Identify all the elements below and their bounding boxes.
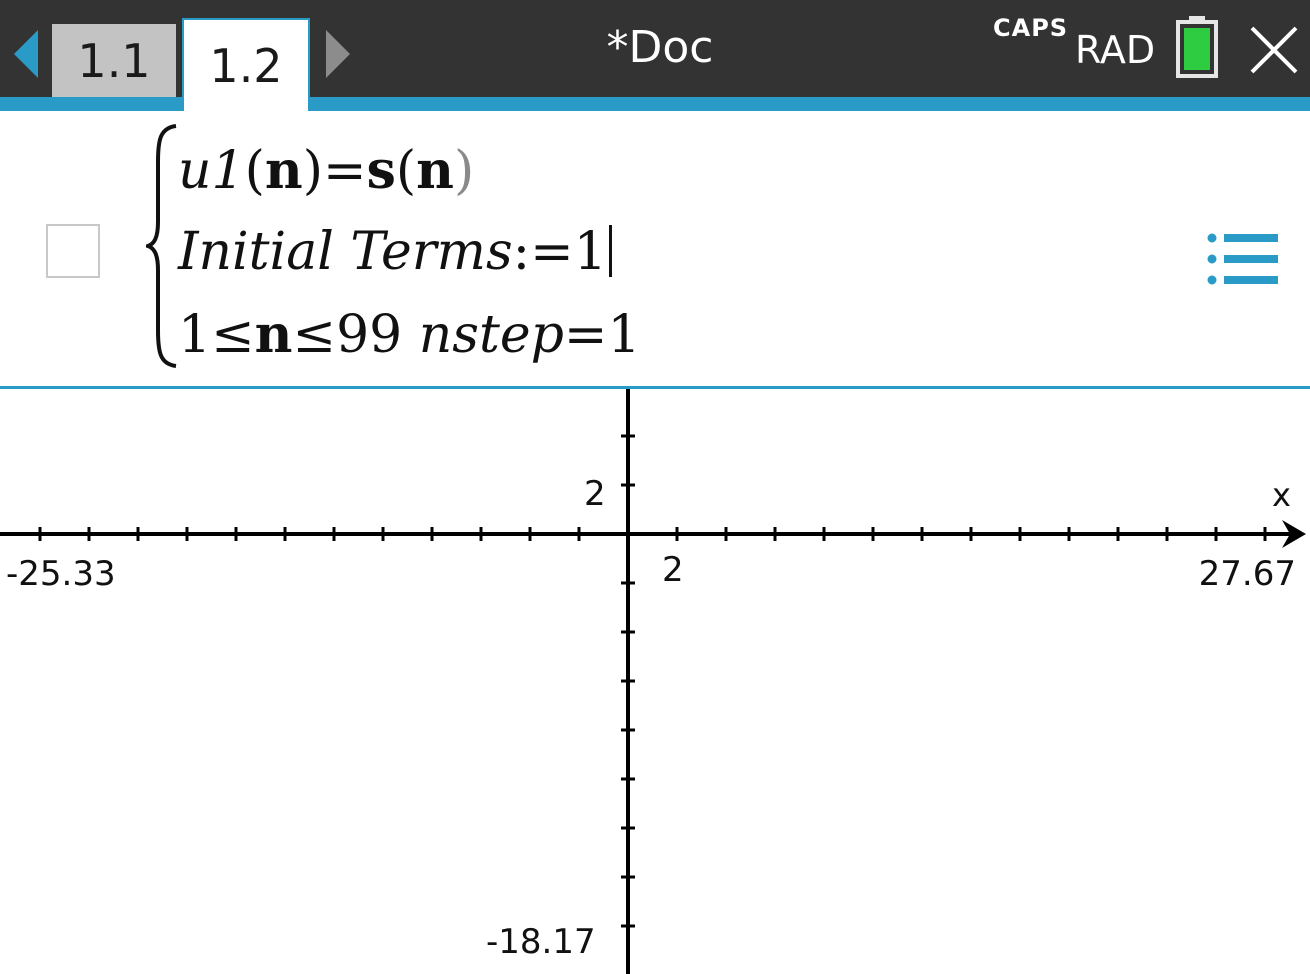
tab-1-1[interactable]: 1.1 [52,24,176,97]
tab-accent-bar [0,97,1310,111]
nstep-label: nstep [418,305,564,365]
plot-visibility-checkbox[interactable] [46,224,100,278]
x-tick-label: 2 [662,550,684,590]
sequence-name: u1 [178,141,245,201]
initial-terms-label: Initial Terms [178,222,513,282]
system-brace [146,124,177,368]
angle-mode-indicator: RAD [1075,28,1156,72]
close-icon[interactable] [1248,24,1300,76]
previous-page-icon[interactable] [14,30,38,78]
list-icon[interactable] [1206,232,1278,286]
entry-divider [0,386,1310,389]
function-name: s [366,140,396,201]
next-page-icon[interactable] [326,30,350,78]
domain-start: 1 [178,305,212,365]
x-axis-name: x [1272,476,1291,514]
nstep-value: 1 [607,305,641,365]
text-cursor [608,225,612,277]
initial-terms-value: 1 [573,222,607,282]
sequence-variable: n [264,140,303,201]
battery-icon [1176,16,1218,78]
graph-area[interactable] [0,389,1310,974]
top-bar: 1.1 1.2 *Doc CAPS RAD [0,0,1310,111]
function-argument: n [416,140,454,201]
sequence-definition[interactable]: u1(n)=s(n) [178,140,475,201]
caps-indicator: CAPS [993,14,1069,42]
domain-end: 99 [336,305,403,365]
domain-variable: n [254,304,293,365]
document-title: *Doc [606,22,714,73]
x-min-label: -25.33 [6,554,116,594]
y-min-label: -18.17 [486,922,596,962]
y-tick-label: 2 [584,474,606,514]
domain-field[interactable]: 1≤n≤99 nstep=1 [178,304,641,365]
x-axis-arrow [1282,520,1306,548]
tab-1-2[interactable]: 1.2 [182,18,310,111]
sequence-entry-panel [0,111,1310,387]
x-max-label: 27.67 [1198,554,1296,594]
initial-terms-field[interactable]: Initial Terms:=1 [178,222,612,282]
